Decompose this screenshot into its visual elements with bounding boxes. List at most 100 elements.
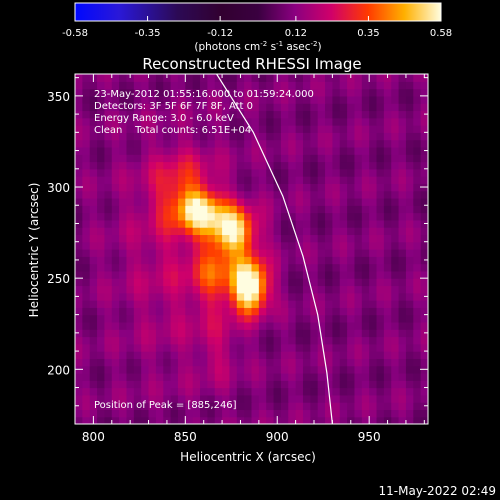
heatmap-cell	[369, 321, 378, 330]
heatmap-cell	[207, 132, 216, 141]
heatmap-cell	[222, 314, 231, 323]
heatmap-cell	[133, 351, 142, 359]
heatmap-cell	[347, 168, 356, 177]
heatmap-cell	[339, 103, 348, 112]
heatmap-cell	[369, 227, 378, 236]
heatmap-cell	[376, 336, 385, 345]
heatmap-cell	[207, 358, 216, 367]
heatmap-cell	[332, 146, 341, 155]
heatmap-cell	[258, 168, 267, 177]
heatmap-cell	[251, 205, 260, 214]
heatmap-cell	[347, 234, 356, 243]
heatmap-cell	[251, 176, 260, 184]
heatmap-cell	[229, 110, 238, 119]
heatmap-cell	[177, 285, 186, 294]
heatmap-cell	[258, 358, 267, 367]
heatmap-cell	[163, 387, 172, 396]
heatmap-cell	[200, 95, 208, 104]
heatmap-cell	[133, 241, 142, 250]
footer-timestamp: 11-May-2022 02:49	[379, 484, 496, 498]
heatmap-cell	[82, 270, 91, 279]
heatmap-cell	[222, 176, 231, 184]
heatmap-cell	[302, 329, 311, 338]
heatmap-cell	[214, 234, 223, 243]
heatmap-cell	[288, 329, 297, 338]
heatmap-cell	[82, 197, 91, 206]
heatmap-cell	[126, 343, 135, 352]
heatmap-cell	[347, 117, 356, 126]
heatmap-cell	[420, 197, 428, 206]
heatmap-cell	[119, 103, 128, 112]
heatmap-cell	[229, 402, 238, 411]
heatmap-cell	[391, 270, 400, 279]
heatmap-cell	[207, 81, 216, 90]
heatmap-cell	[354, 278, 363, 287]
heatmap-cell	[244, 263, 253, 272]
heatmap-cell	[97, 300, 106, 308]
heatmap-cell	[75, 234, 83, 243]
heatmap-cell	[200, 292, 208, 301]
heatmap-cell	[273, 190, 282, 199]
heatmap-cell	[163, 314, 172, 323]
heatmap-cell	[339, 307, 348, 316]
heatmap-cell	[75, 314, 83, 323]
heatmap-cell	[126, 183, 135, 192]
heatmap-cell	[302, 103, 311, 112]
heatmap-cell	[413, 103, 422, 112]
heatmap-cell	[192, 314, 201, 323]
heatmap-cell	[236, 402, 245, 411]
heatmap-cell	[200, 81, 208, 90]
heatmap-cell	[280, 154, 289, 163]
heatmap-cell	[192, 394, 201, 403]
heatmap-cell	[391, 132, 400, 141]
heatmap-cell	[177, 197, 186, 206]
heatmap-cell	[111, 256, 120, 265]
heatmap-cell	[288, 387, 297, 396]
heatmap-cell	[177, 263, 186, 272]
heatmap-cell	[163, 263, 172, 272]
heatmap-cell	[192, 256, 201, 265]
heatmap-cell	[111, 154, 120, 163]
heatmap-cell	[251, 125, 260, 133]
heatmap-cell	[347, 321, 356, 330]
heatmap-cell	[369, 190, 378, 199]
heatmap-cell	[317, 241, 326, 250]
heatmap-cell	[185, 197, 194, 206]
heatmap-cell	[155, 117, 164, 126]
heatmap-cell	[200, 278, 208, 287]
heatmap-cell	[295, 321, 304, 330]
heatmap-cell	[266, 197, 275, 206]
heatmap-cell	[288, 292, 297, 301]
heatmap-cell	[339, 110, 348, 119]
heatmap-cell	[413, 110, 422, 119]
heatmap-cell	[185, 351, 194, 359]
heatmap-cell	[82, 329, 91, 338]
heatmap-cell	[141, 336, 150, 345]
heatmap-cell	[170, 125, 179, 133]
heatmap-cell	[383, 81, 392, 90]
heatmap-cell	[89, 278, 98, 287]
heatmap-cell	[413, 161, 422, 170]
heatmap-cell	[207, 176, 216, 184]
heatmap-cell	[317, 314, 326, 323]
heatmap-cell	[258, 409, 267, 418]
heatmap-cell	[317, 387, 326, 396]
heatmap-cell	[310, 81, 319, 90]
heatmap-cell	[288, 372, 297, 381]
heatmap-cell	[295, 132, 304, 141]
heatmap-cell	[141, 183, 150, 192]
heatmap-cell	[413, 81, 422, 90]
heatmap-cell	[244, 343, 253, 352]
heatmap-cell	[332, 117, 341, 126]
heatmap-cell	[207, 351, 216, 359]
heatmap-cell	[295, 285, 304, 294]
heatmap-cell	[141, 249, 150, 257]
heatmap-cell	[177, 314, 186, 323]
heatmap-cell	[354, 241, 363, 250]
heatmap-cell	[251, 372, 260, 381]
heatmap-cell	[177, 307, 186, 316]
heatmap-cell	[126, 292, 135, 301]
heatmap-cell	[229, 183, 238, 192]
heatmap-cell	[97, 307, 106, 316]
heatmap-cell	[244, 336, 253, 345]
